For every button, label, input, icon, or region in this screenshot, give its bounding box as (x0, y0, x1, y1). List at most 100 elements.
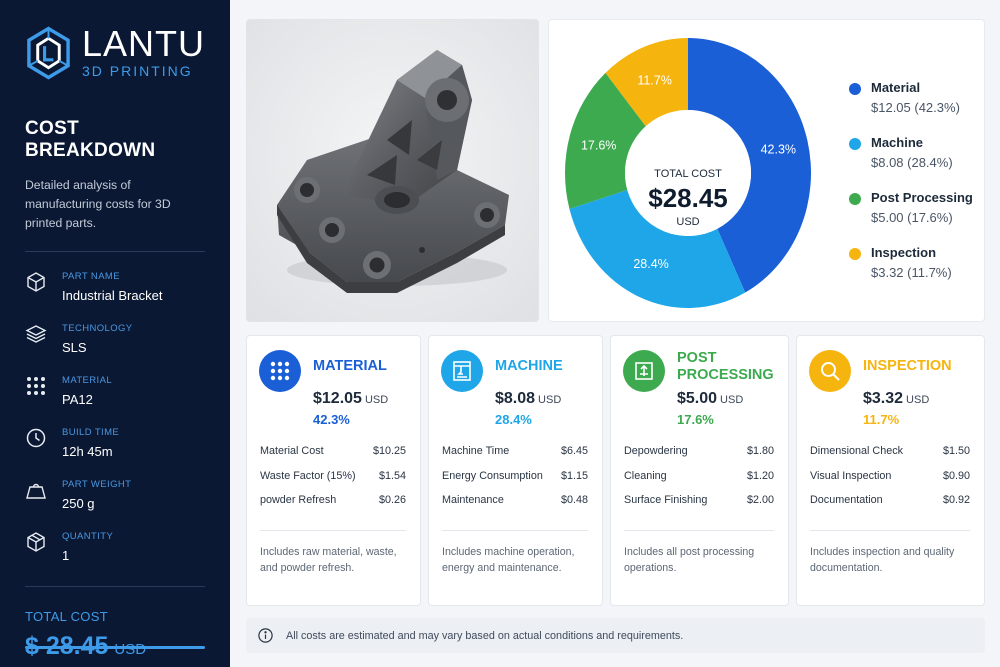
chart-center-label: TOTAL COST (654, 168, 722, 180)
spec-part-name: PART NAME Industrial Bracket (25, 266, 205, 318)
legend-item-inspection: Inspection $3.32 (11.7%) (849, 245, 973, 300)
card-icon-badge (809, 350, 851, 392)
line-item: Surface Finishing $2.00 (624, 494, 774, 519)
sidebar-title: COST BREAKDOWN (25, 118, 156, 161)
card-title: INSPECTION (863, 358, 952, 374)
line-item-value: $0.92 (942, 494, 970, 506)
donut-hole (625, 110, 751, 236)
card-amount-value: $3.32 (863, 390, 904, 407)
card-amount-currency: USD (364, 394, 389, 406)
chart-center-currency: USD (676, 216, 699, 228)
line-item-label: powder Refresh (260, 494, 337, 506)
spec-label: PART NAME (62, 271, 120, 282)
legend-value: $5.00 (17.6%) (871, 210, 953, 225)
line-item-label: Material Cost (260, 445, 324, 457)
bracket-render-image (247, 20, 538, 321)
part-image (246, 19, 539, 322)
card-note: Includes all post processing operations. (624, 546, 755, 574)
card-note: Includes machine operation, energy and m… (442, 546, 575, 574)
spec-label: MATERIAL (62, 375, 113, 386)
line-item-value: $0.90 (942, 469, 970, 482)
spec-quantity: QUANTITY 1 (25, 526, 205, 578)
cube-icon (27, 272, 45, 292)
card-amount-currency: USD (906, 394, 930, 406)
card-line-items: Machine Time $6.45 Energy Consumption $1.1… (442, 445, 588, 519)
legend-dot (849, 138, 861, 150)
spec-build-time: BUILD TIME 12h 45m (25, 422, 205, 474)
legend-dot (849, 193, 861, 205)
line-item-label: Dimensional Check (810, 445, 904, 457)
line-item-label: Surface Finishing (624, 494, 708, 506)
printer-icon (453, 361, 471, 381)
legend-name: Machine (871, 135, 924, 150)
card-divider (260, 530, 406, 531)
spec-value: PA12 (62, 392, 93, 407)
legend-item-material: Material $12.05 (42.3%) (849, 80, 973, 135)
sidebar: LANTU 3D PRINTING COST BREAKDOWN Detaile… (0, 0, 230, 667)
line-item-label: Visual Inspection (810, 469, 892, 482)
card-amount: $5.00 USD (677, 390, 743, 408)
card-divider (624, 530, 774, 531)
legend-item-post-processing: Post Processing $5.00 (17.6%) (849, 190, 973, 245)
finishing-icon (635, 362, 653, 380)
legend-value: $12.05 (42.3%) (871, 100, 960, 115)
line-item: Depowdering $1.80 (624, 445, 774, 470)
line-item: Machine Time $6.45 (442, 445, 588, 470)
line-item: Material Cost $10.25 (260, 445, 406, 470)
line-item-label: Maintenance (442, 494, 504, 506)
card-line-items: Material Cost $10.25 Waste Factor (15%) $1… (260, 445, 406, 519)
line-item-value: $10.25 (372, 445, 406, 457)
chart-center-value: $28.45 (648, 183, 728, 213)
legend-item-machine: Machine $8.08 (28.4%) (849, 135, 973, 190)
part-spec-list: PART NAME Industrial Bracket TECHNOLOGY SL… (25, 266, 205, 578)
legend-name: Post Processing (871, 190, 973, 205)
legend-dot (849, 248, 861, 260)
sidebar-description: Detailed analysis of manufacturing costs… (25, 178, 171, 230)
card-percent: 28.4% (495, 412, 532, 427)
layers-icon (25, 325, 47, 343)
spec-technology: TECHNOLOGY SLS (25, 318, 205, 370)
card-amount: $8.08 USD (495, 390, 561, 408)
slice-inspection (605, 38, 688, 127)
line-item-value: $2.00 (746, 494, 774, 506)
slice-post-processing-label: 17.6% (581, 138, 616, 152)
line-item: Visual Inspection $0.90 (810, 470, 970, 495)
spec-part-weight: PART WEIGHT 250 g (25, 474, 205, 526)
clock-icon (26, 428, 46, 448)
card-title: POST PROCESSING (677, 350, 774, 384)
sidebar-accent-bar (25, 646, 205, 649)
card-amount-value: $12.05 (313, 390, 362, 407)
line-item-label: Cleaning (624, 469, 667, 482)
dots-grid-icon (27, 377, 45, 395)
line-item-value: $0.26 (378, 494, 406, 506)
line-item-value: $1.54 (378, 469, 406, 482)
card-amount-currency: USD (720, 394, 744, 406)
total-cost-label: TOTAL COST (25, 609, 108, 624)
line-item: Energy Consumption $1.15 (442, 470, 588, 495)
line-item-label: Waste Factor (15%) (260, 469, 356, 482)
cost-card-inspection: INSPECTION $3.32 USD 11.7% Dimensional Ch… (796, 335, 985, 606)
card-icon-badge (441, 350, 483, 392)
line-item-label: Machine Time (442, 445, 510, 457)
line-item-value: $1.80 (746, 445, 774, 457)
chart-legend: Material $12.05 (42.3%) Machine $8.08 (2… (849, 80, 973, 300)
brand-subtitle: 3D PRINTING (81, 63, 193, 79)
slice-post-processing (565, 72, 646, 210)
card-divider (810, 530, 970, 531)
legend-dot (849, 83, 861, 95)
sidebar-divider (25, 251, 205, 252)
slice-inspection-label: 11.7% (637, 74, 672, 88)
card-line-items: Depowdering $1.80 Cleaning $1.20 Surface F… (624, 445, 774, 519)
slice-material-label: 42.3% (761, 142, 796, 156)
legend-name: Material (871, 80, 921, 95)
line-item: Dimensional Check $1.50 (810, 445, 970, 470)
spec-value: Industrial Bracket (62, 288, 163, 303)
card-title: MATERIAL (313, 358, 387, 374)
line-item-value: $0.48 (560, 494, 588, 506)
card-icon-badge (623, 350, 665, 392)
line-item: Documentation $0.92 (810, 494, 970, 519)
dots-grid-icon (270, 361, 290, 381)
slice-machine (569, 189, 746, 308)
spec-material: MATERIAL PA12 (25, 370, 205, 422)
spec-value: 1 (62, 548, 70, 563)
